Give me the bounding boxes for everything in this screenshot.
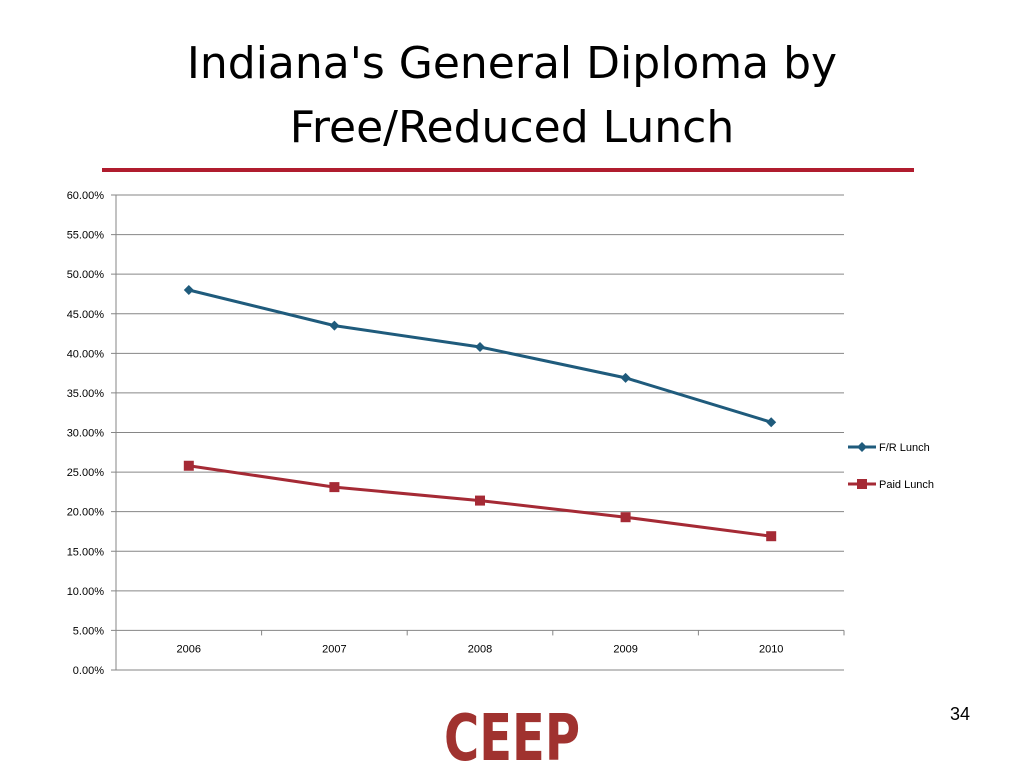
x-tick-label: 2009	[613, 643, 637, 655]
y-tick-label: 10.00%	[67, 586, 105, 598]
legend-label: Paid Lunch	[879, 479, 934, 491]
y-tick-label: 25.00%	[67, 467, 105, 479]
y-tick-label: 30.00%	[67, 428, 105, 440]
y-tick-label: 40.00%	[67, 348, 105, 360]
legend-label: F/R Lunch	[879, 442, 930, 454]
ceep-logo: CEEP	[444, 704, 580, 768]
data-point-0	[183, 285, 194, 295]
slide-title: Indiana's General Diploma by Free/Reduce…	[0, 32, 1024, 160]
y-tick-label: 45.00%	[67, 309, 105, 321]
y-tick-label: 15.00%	[67, 546, 105, 558]
data-point-1	[183, 460, 194, 471]
y-tick-label: 55.00%	[67, 230, 105, 242]
data-point-0	[766, 417, 777, 428]
data-point-0	[329, 320, 340, 331]
data-point-0	[620, 372, 631, 383]
data-point-1	[475, 495, 485, 506]
data-point-1	[766, 531, 777, 542]
slide-number: 34	[949, 704, 970, 724]
data-point-1	[620, 512, 631, 523]
legend-marker	[857, 479, 867, 489]
x-tick-label: 2008	[468, 643, 492, 655]
title-line-2: Free/Reduced Lunch	[289, 102, 735, 153]
data-point-1	[329, 482, 340, 493]
x-tick-label: 2006	[177, 643, 201, 655]
y-tick-label: 0.00%	[73, 665, 104, 677]
y-tick-label: 50.00%	[67, 269, 105, 281]
y-tick-label: 5.00%	[73, 625, 104, 637]
y-tick-label: 35.00%	[67, 388, 105, 400]
title-line-1: Indiana's General Diploma by	[186, 38, 838, 89]
series-line-0	[188, 288, 772, 424]
legend-marker	[857, 442, 867, 452]
y-tick-label: 60.00%	[67, 190, 105, 202]
data-point-0	[475, 342, 485, 352]
logo-text: CEEP	[444, 704, 580, 768]
y-tick-label: 20.00%	[67, 507, 105, 519]
title-divider	[102, 168, 914, 172]
x-tick-label: 2010	[759, 643, 783, 655]
line-chart: 0.00% 5.00% 10.00% 15.00% 20.00% 25.00% 30.00%…	[67, 190, 934, 677]
x-tick-label: 2007	[322, 643, 346, 655]
